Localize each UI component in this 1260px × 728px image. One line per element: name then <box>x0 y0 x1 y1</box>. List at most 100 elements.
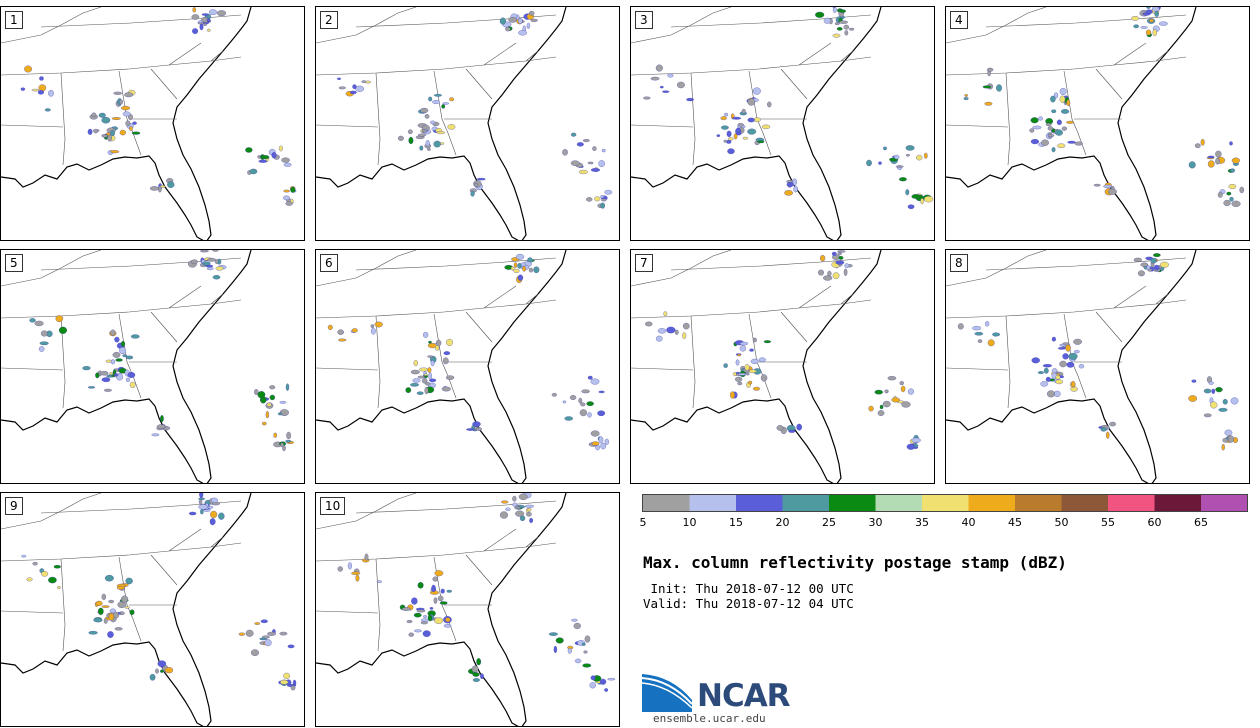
reflectivity-cell <box>476 177 486 181</box>
state-border <box>316 367 379 371</box>
reflectivity-cell <box>1152 7 1160 12</box>
reflectivity-cell <box>110 130 115 137</box>
reflectivity-cell <box>433 93 442 97</box>
reflectivity-cell <box>443 624 452 628</box>
reflectivity-cell <box>420 107 429 114</box>
member-label: 5 <box>5 254 23 272</box>
reflectivity-cell <box>1158 21 1168 26</box>
reflectivity-cell <box>1109 421 1116 427</box>
state-border <box>316 7 417 44</box>
reflectivity-cell <box>1215 157 1220 165</box>
reflectivity-cell <box>103 388 112 392</box>
reflectivity-cell <box>590 378 600 385</box>
reflectivity-cell <box>499 511 508 519</box>
reflectivity-cell <box>406 620 413 624</box>
reflectivity-cell <box>151 433 160 437</box>
reflectivity-cell <box>95 372 100 379</box>
reflectivity-cell <box>1188 395 1198 402</box>
reflectivity-cell <box>741 109 746 114</box>
state-border <box>316 493 417 530</box>
state-border <box>690 315 696 409</box>
basemap-svg <box>1 7 297 240</box>
state-border <box>748 70 772 156</box>
member-label: 9 <box>5 497 23 515</box>
reflectivity-cell <box>48 576 57 584</box>
reflectivity-cell <box>763 340 772 344</box>
reflectivity-cell <box>589 682 596 689</box>
reflectivity-cell <box>32 561 38 566</box>
reflectivity-cell <box>1188 161 1196 169</box>
reflectivity-cell <box>895 165 904 168</box>
reflectivity-cell <box>447 124 456 130</box>
reflectivity-cell <box>254 389 259 395</box>
reflectivity-cell <box>530 18 538 22</box>
reflectivity-cell <box>262 421 267 426</box>
state-border <box>60 315 66 409</box>
reflectivity-cell <box>820 255 826 262</box>
coastline <box>316 493 567 726</box>
reflectivity-cell <box>1131 16 1140 21</box>
member-panel-6: 6 <box>315 249 620 484</box>
member-label: 2 <box>320 11 338 29</box>
reflectivity-cell <box>215 266 224 271</box>
reflectivity-cell <box>286 431 292 440</box>
reflectivity-cell <box>124 92 134 98</box>
reflectivity-cell <box>518 493 528 500</box>
reflectivity-cell <box>283 195 290 201</box>
reflectivity-cell <box>761 124 771 130</box>
reflectivity-cell <box>757 140 765 144</box>
reflectivity-cell <box>733 133 738 140</box>
reflectivity-cell <box>524 504 534 508</box>
reflectivity-cell <box>579 409 588 417</box>
reflectivity-cell <box>97 607 104 615</box>
reflectivity-cell <box>742 136 749 140</box>
reflectivity-cell <box>839 9 846 13</box>
reflectivity-cell <box>1230 168 1236 173</box>
reflectivity-cell <box>1068 352 1078 360</box>
state-border <box>631 299 872 319</box>
reflectivity-cell <box>119 99 123 105</box>
reflectivity-cell <box>267 631 276 636</box>
reflectivity-cell <box>590 168 601 172</box>
reflectivity-cell <box>108 613 115 621</box>
reflectivity-cell <box>900 385 906 393</box>
reflectivity-cell <box>499 17 506 25</box>
reflectivity-cell <box>887 376 897 381</box>
reflectivity-cell <box>750 358 759 364</box>
reflectivity-cell <box>1059 360 1067 368</box>
reflectivity-cell <box>208 9 218 15</box>
state-border <box>355 500 557 514</box>
reflectivity-cell <box>34 320 44 327</box>
reflectivity-cell <box>419 145 424 151</box>
reflectivity-cell <box>1153 253 1161 258</box>
coastline <box>1 250 252 483</box>
reflectivity-cell <box>744 364 750 371</box>
reflectivity-cell <box>758 357 766 363</box>
reflectivity-cell <box>198 497 205 501</box>
reflectivity-cell <box>747 117 755 123</box>
reflectivity-cell <box>1215 387 1223 393</box>
colorbar-tick-label: 60 <box>1147 516 1162 529</box>
reflectivity-cell <box>430 120 436 125</box>
reflectivity-cell <box>471 665 479 673</box>
member-panel-3: 3 <box>630 6 935 241</box>
reflectivity-cell <box>1208 381 1214 385</box>
state-border <box>840 293 854 305</box>
reflectivity-cell <box>723 139 728 143</box>
reflectivity-cell <box>1223 199 1231 207</box>
reflectivity-cell <box>21 554 27 558</box>
reflectivity-cell <box>1030 139 1040 145</box>
reflectivity-cell <box>430 360 435 367</box>
member-panel-5: 5 <box>0 249 305 484</box>
reflectivity-cell <box>1051 147 1056 153</box>
reflectivity-cell <box>121 105 131 111</box>
reflectivity-cell <box>823 275 833 281</box>
state-border <box>210 50 224 62</box>
reflectivity-cell <box>587 161 594 165</box>
state-border <box>375 315 381 409</box>
reflectivity-cell <box>440 588 445 594</box>
reflectivity-cell <box>26 577 33 582</box>
state-border <box>1 250 102 287</box>
reflectivity-cell <box>515 253 525 260</box>
reflectivity-cell <box>526 22 531 29</box>
